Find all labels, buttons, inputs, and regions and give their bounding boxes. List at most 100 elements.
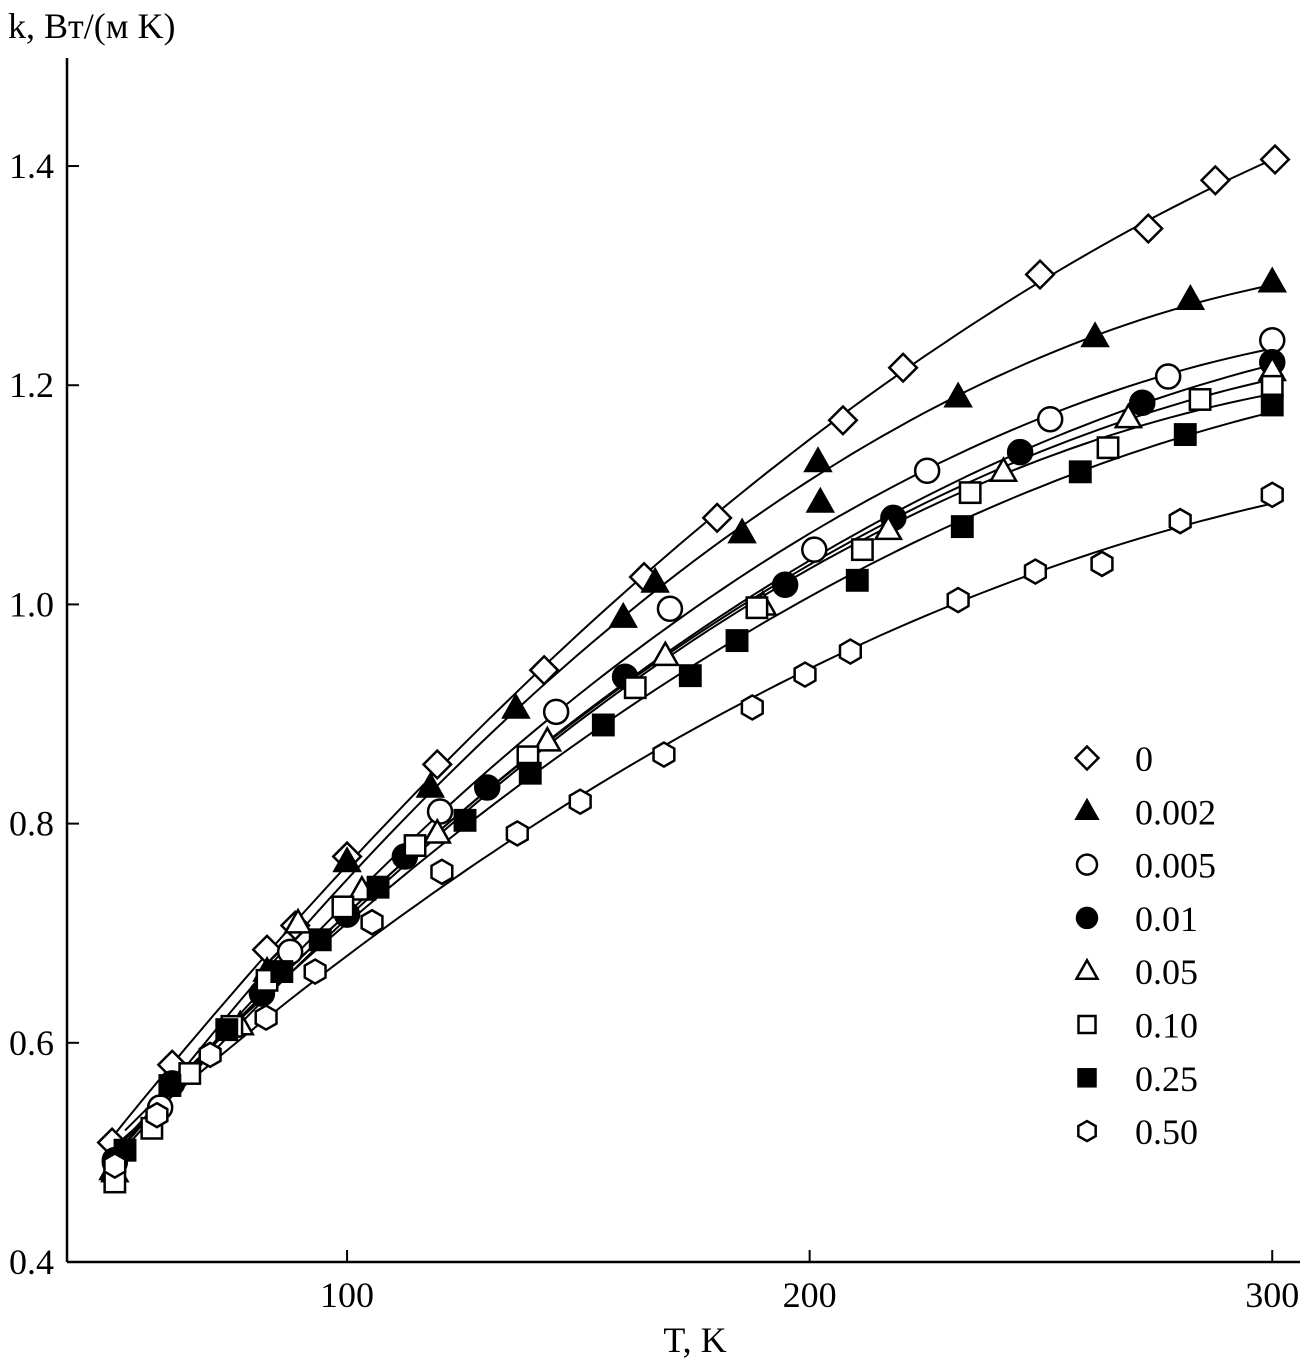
legend-marker <box>1075 853 1099 876</box>
data-point <box>801 536 828 563</box>
data-point <box>1188 388 1212 411</box>
y-tick-label: 0.8 <box>9 804 54 844</box>
y-tick-label: 0.6 <box>9 1023 54 1063</box>
legend-marker <box>1077 1068 1097 1088</box>
data-point <box>430 858 454 886</box>
data-point <box>532 725 563 752</box>
data-point <box>591 713 615 737</box>
data-point <box>1175 284 1206 310</box>
data-point <box>1132 212 1164 245</box>
y-axis-title: k, Вт/(м K) <box>8 6 176 46</box>
x-tick-label: 100 <box>320 1275 374 1315</box>
data-point <box>887 352 919 384</box>
data-point <box>542 698 570 726</box>
data-point <box>850 538 874 562</box>
data-point <box>988 456 1019 483</box>
data-point <box>453 808 477 832</box>
data-point <box>473 774 501 801</box>
y-tick-label: 1.0 <box>9 584 54 624</box>
data-point <box>827 404 859 436</box>
data-point <box>1006 438 1034 466</box>
data-point <box>678 664 702 688</box>
data-point <box>303 958 327 986</box>
data-point <box>1024 258 1056 291</box>
data-point <box>652 741 676 769</box>
data-point <box>740 693 764 721</box>
x-axis-title: T, K <box>663 1320 726 1360</box>
data-point <box>1068 460 1092 484</box>
fit-curve <box>114 502 1273 1147</box>
data-point <box>415 771 446 798</box>
data-point <box>198 1041 222 1069</box>
data-point <box>1260 374 1284 398</box>
data-point <box>568 788 592 816</box>
data-point <box>608 601 638 628</box>
y-tick-label: 0.4 <box>9 1242 54 1282</box>
fit-curve <box>114 393 1273 1161</box>
legend-label: 0.50 <box>1135 1112 1198 1152</box>
legend-label: 0.002 <box>1135 792 1216 832</box>
data-point <box>254 1004 278 1032</box>
data-point <box>745 596 769 620</box>
data-point <box>308 928 332 952</box>
data-point <box>943 381 973 408</box>
fit-curve <box>111 157 1276 1139</box>
data-point <box>793 661 817 689</box>
data-point <box>1090 550 1114 578</box>
data-point <box>950 515 974 539</box>
data-point <box>178 1062 202 1085</box>
data-point <box>403 834 427 857</box>
legend-label: 0.01 <box>1135 899 1198 939</box>
data-point <box>1080 321 1110 348</box>
data-point <box>1096 436 1120 460</box>
legend-marker <box>1074 797 1100 821</box>
legend-label: 0 <box>1135 739 1153 779</box>
data-point <box>283 907 313 934</box>
fit-curve <box>114 347 1273 1158</box>
data-point <box>838 638 863 665</box>
data-point <box>805 486 836 513</box>
data-point <box>1257 266 1287 293</box>
data-point <box>1260 481 1284 509</box>
data-point <box>426 798 454 825</box>
data-point <box>640 566 670 593</box>
legend-marker <box>1077 1119 1097 1143</box>
data-point <box>1173 423 1197 446</box>
fit-curve <box>112 284 1273 1160</box>
data-point <box>505 820 529 847</box>
data-point <box>913 457 941 484</box>
legend-label: 0.10 <box>1135 1006 1198 1046</box>
legend-marker <box>1077 1014 1097 1035</box>
data-point <box>270 960 294 984</box>
data-point <box>1023 558 1048 585</box>
data-point <box>366 875 390 899</box>
data-point <box>650 640 681 667</box>
data-point <box>332 846 362 873</box>
data-point <box>103 1152 127 1179</box>
y-tick-label: 1.2 <box>9 365 54 405</box>
fit-curve <box>114 378 1273 1151</box>
legend-marker <box>1074 957 1100 980</box>
data-point <box>1129 389 1156 417</box>
data-point <box>360 908 384 936</box>
data-point <box>421 748 453 781</box>
legend-label: 0.005 <box>1135 846 1216 886</box>
data-point <box>1168 507 1192 535</box>
data-point <box>501 692 531 719</box>
x-tick-label: 200 <box>783 1275 837 1315</box>
data-point <box>422 817 453 844</box>
data-point <box>771 571 799 598</box>
data-point <box>1036 405 1064 433</box>
data-point <box>946 586 970 614</box>
data-point <box>1154 363 1182 390</box>
data-point <box>845 568 869 592</box>
data-point <box>528 654 560 686</box>
data-point <box>215 1018 239 1042</box>
data-point <box>1199 164 1231 196</box>
data-point <box>803 446 833 473</box>
data-point <box>1259 143 1291 176</box>
legend-label: 0.25 <box>1135 1059 1198 1099</box>
data-point <box>701 502 733 534</box>
data-point <box>1113 402 1144 429</box>
